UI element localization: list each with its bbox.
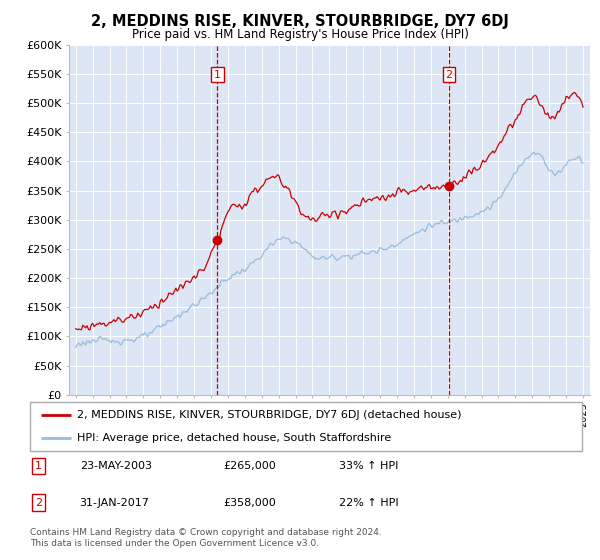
Text: 33% ↑ HPI: 33% ↑ HPI <box>339 461 398 471</box>
Text: 2, MEDDINS RISE, KINVER, STOURBRIDGE, DY7 6DJ (detached house): 2, MEDDINS RISE, KINVER, STOURBRIDGE, DY… <box>77 410 461 421</box>
Text: 2, MEDDINS RISE, KINVER, STOURBRIDGE, DY7 6DJ: 2, MEDDINS RISE, KINVER, STOURBRIDGE, DY… <box>91 14 509 29</box>
Text: £265,000: £265,000 <box>223 461 276 471</box>
Text: 1: 1 <box>214 69 221 80</box>
Text: 31-JAN-2017: 31-JAN-2017 <box>80 498 149 507</box>
Text: Price paid vs. HM Land Registry's House Price Index (HPI): Price paid vs. HM Land Registry's House … <box>131 28 469 41</box>
Text: This data is licensed under the Open Government Licence v3.0.: This data is licensed under the Open Gov… <box>30 539 319 548</box>
Text: 22% ↑ HPI: 22% ↑ HPI <box>339 498 399 507</box>
Text: HPI: Average price, detached house, South Staffordshire: HPI: Average price, detached house, Sout… <box>77 433 391 444</box>
Text: £358,000: £358,000 <box>223 498 276 507</box>
Text: Contains HM Land Registry data © Crown copyright and database right 2024.: Contains HM Land Registry data © Crown c… <box>30 528 382 536</box>
Text: 23-MAY-2003: 23-MAY-2003 <box>80 461 152 471</box>
Text: 2: 2 <box>446 69 452 80</box>
Text: 1: 1 <box>35 461 42 471</box>
Text: 2: 2 <box>35 498 42 507</box>
